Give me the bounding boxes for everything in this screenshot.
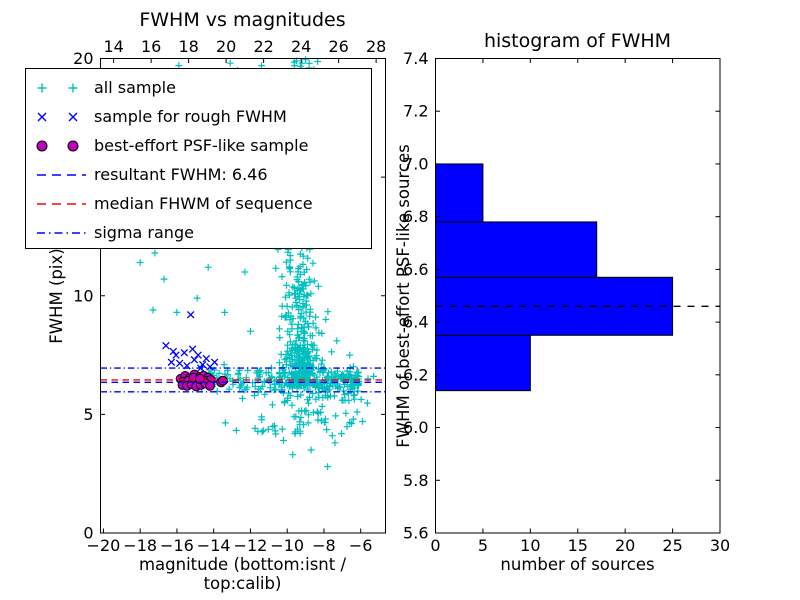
right-plot-title: histogram of FWHM — [483, 30, 672, 52]
circle-legend-sample — [36, 140, 79, 151]
legend-item: resultant FWHM: 6.46 — [26, 160, 371, 189]
svg-text:−10: −10 — [270, 536, 304, 555]
x-legend-sample — [37, 112, 78, 121]
legend-item-label: sample for rough FWHM — [94, 107, 287, 126]
legend-item-label: median FHWM of sequence — [94, 194, 313, 213]
legend-item: sample for rough FWHM — [26, 102, 371, 131]
svg-text:7.4: 7.4 — [403, 49, 428, 68]
svg-text:30: 30 — [710, 536, 730, 555]
svg-text:−18: −18 — [123, 536, 157, 555]
left-plot-xlabel: magnitude (bottom:isnt / top:calib) — [138, 555, 347, 593]
svg-text:25: 25 — [662, 536, 682, 555]
right-plot-xlabel: number of sources — [500, 555, 655, 574]
svg-text:20: 20 — [615, 536, 635, 555]
legend-item-label: resultant FWHM: 6.46 — [94, 165, 268, 184]
histogram-bars — [435, 163, 674, 392]
svg-text:−12: −12 — [234, 536, 268, 555]
rough-fwhm-points — [162, 310, 219, 372]
right-plot-ticks — [435, 58, 721, 534]
dashdot-line-legend-sample — [37, 231, 86, 234]
legend-item: best-effort PSF-like sample — [26, 131, 371, 160]
svg-text:10: 10 — [520, 536, 540, 555]
svg-text:20: 20 — [73, 49, 93, 68]
svg-text:0: 0 — [430, 536, 440, 555]
svg-text:6.8: 6.8 — [403, 207, 428, 226]
dashed-line-legend-sample — [37, 202, 86, 205]
svg-text:6.2: 6.2 — [403, 365, 428, 384]
plus-legend-sample — [37, 83, 78, 92]
svg-text:26: 26 — [328, 37, 348, 56]
svg-text:7.0: 7.0 — [403, 154, 428, 173]
legend-item-label: best-effort PSF-like sample — [94, 136, 309, 155]
svg-text:−6: −6 — [349, 536, 373, 555]
svg-text:20: 20 — [216, 37, 236, 56]
svg-text:5: 5 — [83, 405, 93, 424]
svg-text:15: 15 — [568, 536, 588, 555]
svg-text:0: 0 — [83, 524, 93, 543]
right-plot-ylabel: FWHM of best-effort PSF-like sources — [394, 144, 413, 448]
svg-text:22: 22 — [253, 37, 273, 56]
svg-text:5.6: 5.6 — [403, 524, 428, 543]
legend: all sample sample for rough FWHM best-effo… — [25, 68, 372, 249]
svg-text:7.2: 7.2 — [403, 102, 428, 121]
svg-text:16: 16 — [141, 37, 161, 56]
svg-text:−20: −20 — [87, 536, 121, 555]
left-plot-ticks — [100, 58, 386, 534]
legend-item: all sample — [26, 73, 371, 102]
svg-text:5: 5 — [478, 536, 488, 555]
legend-item-label: sigma range — [94, 223, 194, 242]
legend-item: sigma range — [26, 218, 371, 247]
svg-text:14: 14 — [103, 37, 123, 56]
svg-text:10: 10 — [73, 286, 93, 305]
svg-text:−14: −14 — [197, 536, 231, 555]
svg-text:28: 28 — [366, 37, 386, 56]
dashed-line-legend-sample — [37, 173, 86, 176]
svg-text:24: 24 — [291, 37, 311, 56]
svg-text:6.6: 6.6 — [403, 260, 428, 279]
svg-text:6.4: 6.4 — [403, 313, 428, 332]
left-plot-title: FWHM vs magnitudes — [139, 9, 346, 31]
svg-text:−8: −8 — [312, 536, 336, 555]
svg-text:6.0: 6.0 — [403, 418, 428, 437]
svg-text:−16: −16 — [160, 536, 194, 555]
legend-item: median FHWM of sequence — [26, 189, 371, 218]
svg-text:5.8: 5.8 — [403, 471, 428, 490]
legend-item-label: all sample — [94, 78, 176, 97]
svg-text:18: 18 — [178, 37, 198, 56]
right-plot-tick-labels: 0 5 10 15 20 25 30 5.6 5.8 6.0 6.2 6.4 6.6 6.8 7.0 7.2 7… — [403, 49, 730, 555]
